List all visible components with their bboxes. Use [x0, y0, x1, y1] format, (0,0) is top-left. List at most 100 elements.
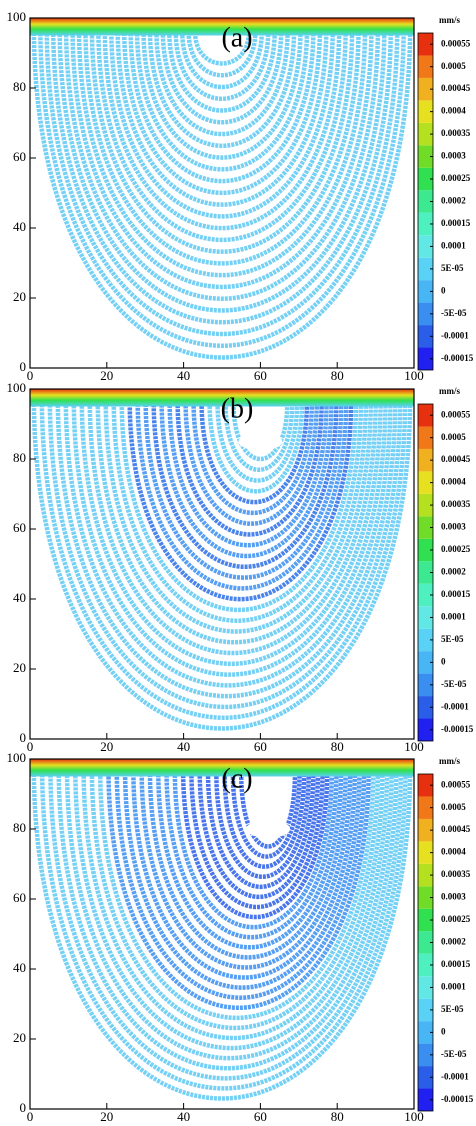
- colorbar-band: [418, 841, 433, 864]
- colorbar-tick-label: 0.0003: [441, 151, 466, 161]
- y-tick-label: 100: [7, 750, 27, 765]
- colorbar-unit: mm/s: [439, 756, 460, 766]
- streamline: [89, 27, 355, 254]
- streamline: [134, 29, 310, 172]
- streamline: [47, 396, 403, 709]
- streamline: [63, 26, 381, 301]
- streamline: [167, 30, 277, 113]
- colorbar-band: [418, 77, 433, 101]
- streamline: [131, 769, 358, 980]
- y-tick-label: 40: [13, 590, 26, 605]
- colorbar-tick-label: 0.00055: [441, 38, 471, 48]
- x-tick-label: 80: [331, 368, 344, 383]
- colorbar-band: [418, 190, 433, 213]
- colorbar-unit: mm/s: [439, 15, 460, 25]
- colorbar-tick-label: -0.00015: [441, 353, 474, 363]
- colorbar-band: [418, 33, 433, 56]
- colorbar-tick-label: 0.00045: [441, 824, 471, 834]
- colorbar-band: [418, 818, 433, 842]
- streamline: [119, 399, 359, 612]
- colorbar-tick-label: 0.0002: [441, 937, 466, 947]
- streamline: [230, 772, 302, 859]
- streamline: [186, 31, 258, 78]
- colorbar-band: [418, 886, 433, 909]
- colorbar-tick-label: 0.00025: [441, 914, 471, 924]
- colorbar-tick-label: 0.0005: [441, 802, 466, 812]
- x-tick-label: 40: [177, 1109, 190, 1124]
- colorbar-tick-label: -0.00015: [441, 1094, 474, 1104]
- x-tick-label: 60: [254, 739, 267, 754]
- x-tick-label: 40: [177, 368, 190, 383]
- vortex-core: [246, 820, 291, 838]
- colorbar-unit: mm/s: [439, 386, 460, 396]
- colorbar-band: [418, 796, 433, 819]
- colorbar-band: [418, 404, 433, 427]
- streamline: [156, 770, 344, 950]
- streamline: [147, 769, 348, 960]
- streamline: [135, 399, 349, 591]
- x-tick-label: 60: [254, 1109, 267, 1124]
- colorbar-band: [418, 583, 433, 607]
- y-tick-label: 80: [13, 79, 26, 94]
- colorbar-tick-label: 0.0002: [441, 567, 466, 577]
- y-tick-label: 20: [13, 1030, 26, 1045]
- colorbar-tick-label: 5E-05: [441, 1004, 464, 1014]
- colorbar-band: [418, 347, 433, 370]
- colorbar-tick-label: 0.0001: [441, 981, 466, 991]
- colorbar-tick-label: 0.00035: [441, 499, 471, 509]
- colorbar-band: [418, 561, 433, 584]
- colorbar-band: [418, 908, 433, 932]
- y-tick-label: 80: [13, 820, 26, 835]
- streamline: [63, 397, 393, 688]
- colorbar-tick-label: 5E-05: [441, 634, 464, 644]
- colorbar-tick-label: 0.0005: [441, 61, 466, 71]
- colorbar-tick-label: 0.00045: [441, 83, 471, 93]
- colorbar-tick-label: 0.00055: [441, 779, 471, 789]
- colorbar-band: [418, 516, 433, 539]
- colorbar-tick-label: 0.0001: [441, 240, 466, 250]
- colorbar-band: [418, 167, 433, 191]
- colorbar-band: [418, 212, 433, 236]
- streamline: [109, 28, 335, 219]
- streamline: [55, 396, 398, 699]
- colorbar-tick-label: 0.0004: [441, 106, 466, 116]
- vortex-core: [238, 432, 283, 451]
- x-tick-label: 80: [331, 1109, 344, 1124]
- streamline: [197, 771, 321, 900]
- colorbar-tick-label: 0.0004: [441, 847, 466, 857]
- streamline: [231, 402, 290, 462]
- colorbar-tick-label: -5E-05: [441, 1049, 467, 1059]
- colorbar-band: [418, 718, 433, 741]
- y-tick-label: 0: [20, 359, 27, 374]
- streamline: [173, 31, 271, 101]
- colorbar-tick-label: 0.0001: [441, 611, 466, 621]
- streamline: [147, 30, 297, 149]
- colorbar-band: [418, 651, 433, 674]
- streamline: [223, 402, 295, 472]
- colorbar-band: [418, 122, 433, 146]
- panel-label: (b): [221, 393, 254, 424]
- colorbar-tick-label: 0.00015: [441, 218, 471, 228]
- colorbar-tick-label: -5E-05: [441, 679, 467, 689]
- colorbar-tick-label: 0.0002: [441, 196, 466, 206]
- y-tick-label: 80: [13, 450, 26, 465]
- colorbar-band: [418, 325, 433, 348]
- streamline: [128, 29, 316, 184]
- streamline: [189, 771, 325, 909]
- x-tick-label: 0: [27, 368, 34, 383]
- colorbar-band: [418, 1088, 433, 1111]
- streamline: [154, 30, 290, 137]
- colorbar-tick-label: -0.0001: [441, 1071, 469, 1081]
- streamline: [50, 25, 394, 325]
- colorbar-tick-label: 0.00025: [441, 544, 471, 554]
- colorbar-tick-label: -5E-05: [441, 308, 467, 318]
- streamline: [183, 401, 320, 526]
- colorbar-band: [418, 976, 433, 999]
- streamline: [141, 29, 303, 160]
- panel-label: (a): [221, 22, 252, 53]
- colorbar-tick-label: -0.0001: [441, 330, 469, 340]
- streamline: [164, 770, 339, 940]
- colorbar-tick-label: 0.0004: [441, 477, 466, 487]
- colorbar-band: [418, 673, 433, 697]
